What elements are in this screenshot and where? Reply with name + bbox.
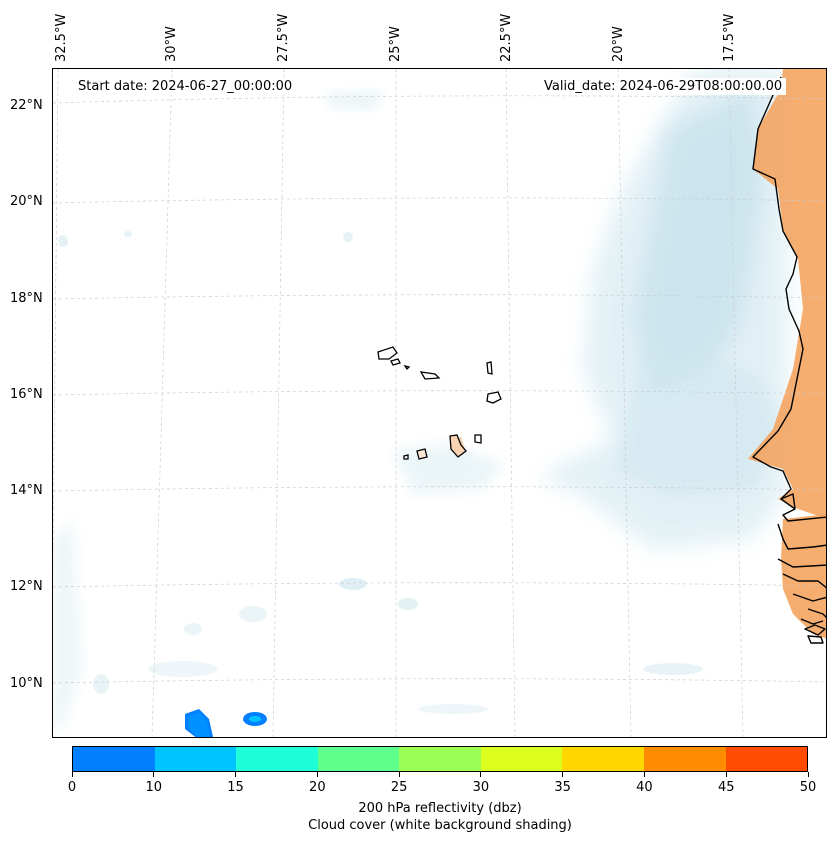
map-panel[interactable] bbox=[52, 68, 827, 738]
lon-label-17-5w: 17.5°W bbox=[722, 13, 737, 62]
colorbar-tick-label: 50 bbox=[799, 780, 817, 795]
colorbar-segment bbox=[317, 747, 400, 771]
colorbar-tick-label: 40 bbox=[636, 780, 653, 795]
colorbar-tick bbox=[153, 772, 155, 777]
colorbar-segment bbox=[562, 747, 644, 771]
lon-label-20w: 20°W bbox=[611, 26, 626, 62]
colorbar-segment bbox=[236, 747, 318, 771]
colorbar-segment bbox=[480, 747, 563, 771]
reflectivity-colorbar bbox=[72, 746, 808, 772]
map-canvas bbox=[53, 69, 826, 737]
lon-label-32-5w: 32.5°W bbox=[54, 13, 69, 62]
colorbar-tick bbox=[725, 772, 727, 777]
lat-label-10n: 10°N bbox=[10, 676, 43, 691]
start-date-label: Start date: 2024-06-27_00:00:00 bbox=[74, 78, 297, 95]
colorbar-segment bbox=[73, 747, 155, 771]
lat-label-12n: 12°N bbox=[10, 579, 43, 594]
lat-label-20n: 20°N bbox=[10, 194, 43, 209]
lon-label-27-5w: 27.5°W bbox=[276, 13, 291, 62]
colorbar-tick-label: 35 bbox=[554, 780, 571, 795]
lon-label-30w: 30°W bbox=[164, 26, 179, 62]
colorbar-tick bbox=[643, 772, 645, 777]
lat-label-16n: 16°N bbox=[10, 387, 43, 402]
valid-date-label: Valid_date: 2024-06-29T08:00:00.00 bbox=[540, 78, 787, 95]
colorbar-tick-label: 30 bbox=[472, 780, 490, 795]
colorbar-tick-label: 0 bbox=[67, 780, 77, 795]
lon-label-25w: 25°W bbox=[388, 26, 403, 62]
lat-label-22n: 22°N bbox=[10, 98, 43, 113]
colorbar-tick bbox=[316, 772, 318, 777]
colorbar-tick bbox=[71, 772, 73, 777]
colorbar-tick bbox=[807, 772, 809, 777]
colorbar-tick-label: 25 bbox=[390, 780, 408, 795]
colorbar-tick bbox=[562, 772, 564, 777]
coastlines bbox=[752, 76, 826, 644]
cloud-cover-shading bbox=[53, 69, 788, 729]
colorbar-tick-label: 20 bbox=[309, 780, 326, 795]
colorbar-label-cloud-cover: Cloud cover (white background shading) bbox=[308, 818, 572, 833]
islands bbox=[377, 346, 502, 460]
lon-label-22-5w: 22.5°W bbox=[499, 13, 514, 62]
colorbar-tick-label: 45 bbox=[717, 780, 735, 795]
colorbar-tick-label: 10 bbox=[145, 780, 163, 795]
colorbar-label-reflectivity: 200 hPa reflectivity (dbz) bbox=[358, 801, 522, 816]
lat-label-18n: 18°N bbox=[10, 291, 43, 306]
colorbar-segment bbox=[399, 747, 481, 771]
gridlines bbox=[53, 69, 826, 737]
colorbar-segment bbox=[725, 747, 808, 771]
colorbar-tick-label: 15 bbox=[227, 780, 244, 795]
colorbar-segment bbox=[154, 747, 237, 771]
reflectivity-cells bbox=[185, 709, 267, 737]
colorbar-tick bbox=[480, 772, 482, 777]
colorbar-tick bbox=[398, 772, 400, 777]
colorbar-segment bbox=[643, 747, 726, 771]
colorbar-tick bbox=[235, 772, 237, 777]
lat-label-14n: 14°N bbox=[10, 483, 43, 498]
